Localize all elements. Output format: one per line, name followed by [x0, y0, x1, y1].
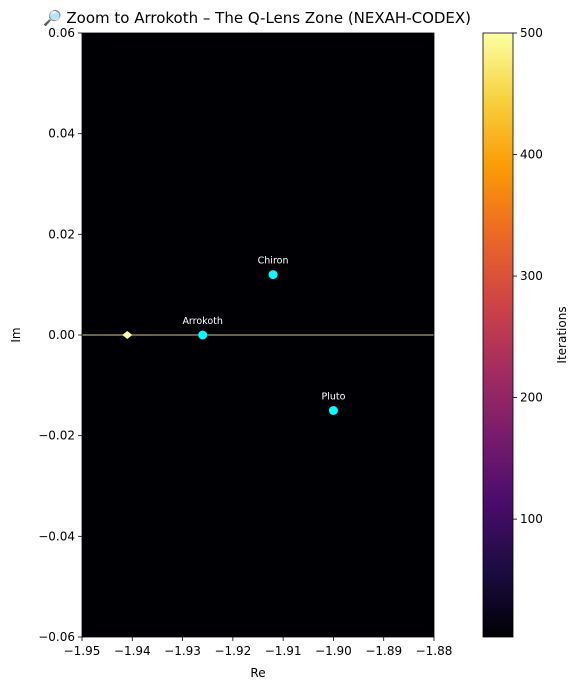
- colorbar-tick-label: 500: [520, 26, 543, 40]
- chart-title: 🔎 Zoom to Arrokoth – The Q-Lens Zone (NE…: [43, 8, 471, 27]
- x-tick-label: −1.95: [64, 644, 101, 658]
- plot-area: Arrokoth Chiron Pluto: [81, 32, 435, 638]
- y-tick-label: 0.06: [48, 26, 75, 40]
- y-tick-label: 0.02: [48, 227, 75, 241]
- colorbar-tick-label: 400: [520, 148, 543, 162]
- bright-spot: [122, 331, 133, 339]
- colorbar-label: Iterations: [555, 306, 569, 363]
- colorbar-tick-label: 100: [520, 512, 543, 526]
- y-axis-label: Im: [9, 327, 23, 342]
- x-tick-label: −1.90: [315, 644, 352, 658]
- colorbar: 100 200 300 400 500: [482, 26, 543, 638]
- colorbar-tick-label: 300: [520, 269, 543, 283]
- x-tick-label: −1.93: [164, 644, 201, 658]
- colorbar-gradient: [482, 32, 514, 638]
- y-tick-label: −0.06: [38, 630, 75, 644]
- y-tick-label: 0.00: [48, 328, 75, 342]
- y-tick-label: −0.02: [38, 429, 75, 443]
- x-tick-label: −1.92: [214, 644, 251, 658]
- x-tick-label: −1.91: [265, 644, 302, 658]
- point-label-arrokoth: Arrokoth: [182, 316, 222, 327]
- x-tick-label: −1.94: [114, 644, 151, 658]
- colorbar-tick-label: 200: [520, 391, 543, 405]
- x-tick-label: −1.88: [416, 644, 453, 658]
- point-chiron: [268, 270, 278, 280]
- x-tick-label: −1.89: [365, 644, 402, 658]
- point-pluto: [328, 406, 338, 415]
- y-tick-label: 0.04: [48, 127, 75, 141]
- x-axis: −1.95 −1.94 −1.93 −1.92 −1.91 −1.90 −1.89 −1.88: [64, 637, 453, 658]
- y-tick-label: −0.04: [38, 529, 75, 543]
- point-label-chiron: Chiron: [258, 256, 289, 267]
- point-arrokoth: [198, 330, 208, 340]
- point-label-pluto: Pluto: [321, 392, 345, 403]
- y-axis: −0.06 −0.04 −0.02 0.00 0.02 0.04 0.06: [38, 26, 82, 644]
- x-axis-label: Re: [250, 666, 265, 680]
